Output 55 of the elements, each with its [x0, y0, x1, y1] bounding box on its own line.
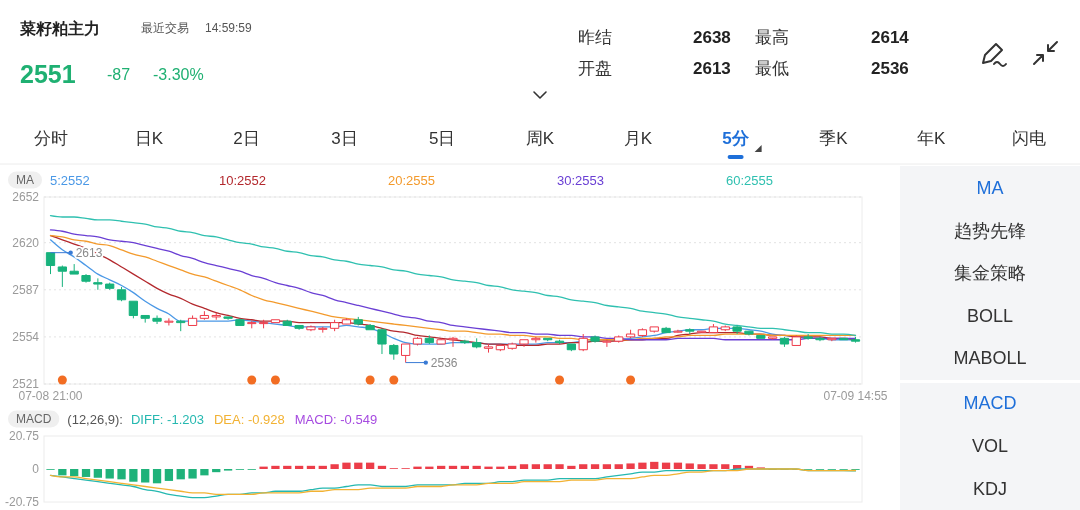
text: 最低 [755, 58, 789, 78]
text: 菜籽粕主力 [19, 18, 100, 37]
y-tick-label: 2587 [12, 282, 40, 297]
text: 2614 [871, 27, 910, 47]
text: MACD: -0.549 [294, 411, 378, 427]
text: -3.30% [153, 65, 204, 83]
text: 10:2552 [219, 172, 266, 188]
text: 季K [819, 128, 849, 148]
text: 闪电 [1012, 128, 1046, 148]
annotation: 2536 [430, 355, 458, 370]
text: KDJ [972, 479, 1008, 499]
chart-title: MACD [15, 412, 52, 426]
y-tick-label: -20.75 [4, 495, 40, 509]
y-tick-label: 2554 [12, 329, 40, 344]
y-tick-label: 2652 [12, 190, 40, 204]
text: 昨结 [578, 27, 612, 47]
text: 日K [134, 128, 164, 148]
text: MACD [963, 393, 1017, 413]
text: 20:2555 [388, 172, 435, 188]
y-tick-label: 2620 [12, 235, 40, 250]
text: 月K [623, 128, 653, 148]
text: MA [976, 178, 1004, 198]
text: 5日 [428, 128, 456, 148]
text: 30:2553 [557, 172, 604, 188]
text: MABOLL [953, 348, 1027, 369]
text: 2613 [693, 58, 731, 78]
text: 2551 [20, 60, 76, 88]
x-tick-label: 07-09 14:55 [823, 389, 888, 403]
text: 集金策略 [954, 263, 1026, 284]
legend-title: (12,26,9): [67, 411, 123, 427]
text: 开盘 [578, 58, 612, 78]
y-tick-label: 20.75 [8, 429, 40, 443]
y-tick-label: 0 [32, 462, 40, 476]
text: 2638 [693, 27, 731, 47]
y-tick-label: 2521 [12, 377, 40, 391]
text: DEA: -0.928 [213, 411, 285, 427]
text: 14:59:59 [205, 21, 253, 35]
text: 年K [917, 128, 947, 148]
x-tick-label: 07-08 21:00 [18, 389, 83, 403]
text: 2536 [871, 58, 909, 78]
text: 2日 [233, 128, 260, 148]
text: 5:2552 [50, 172, 90, 188]
text: 60:2555 [726, 172, 773, 188]
text: 最近交易 [141, 21, 189, 35]
chart-title: MA [16, 173, 34, 187]
text: -87 [107, 65, 131, 83]
text: 分时 [34, 128, 68, 148]
text: 最高 [755, 27, 789, 47]
text: BOLL [966, 305, 1014, 326]
text: DIFF: -1.203 [130, 411, 204, 427]
text: 周K [525, 128, 555, 148]
text: VOL [971, 436, 1009, 456]
text: 趋势先锋 [954, 220, 1026, 241]
text: 5分 [722, 128, 750, 148]
text: 3日 [331, 128, 358, 148]
